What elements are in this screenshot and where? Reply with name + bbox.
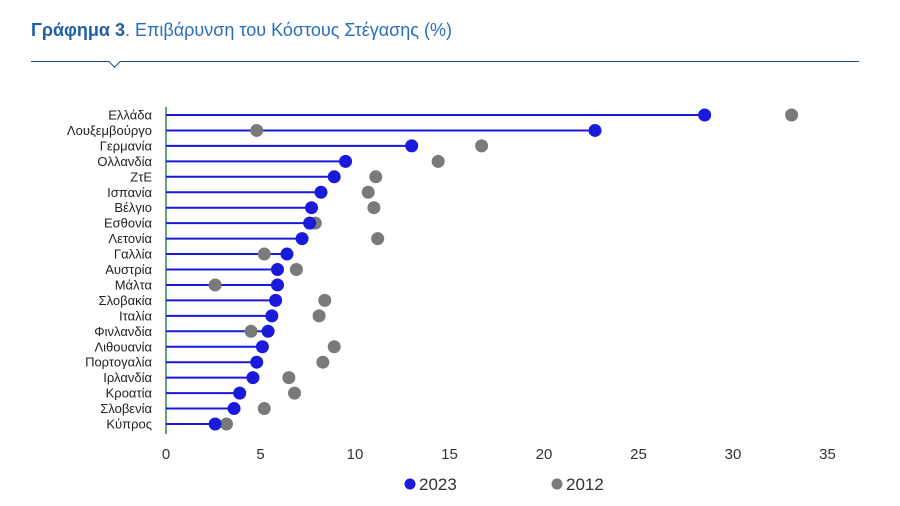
x-tick-label: 30 [725,446,742,463]
point-2012 [785,108,799,122]
x-tick-label: 5 [256,446,264,463]
point-2023 [208,417,222,431]
category-label: Γαλλία [114,247,153,262]
point-2023 [246,371,260,385]
category-label: Γερμανία [100,138,153,153]
point-2023 [265,309,279,323]
category-label: Κροατία [106,386,153,401]
legend-marker-2023 [404,478,416,490]
point-2023 [327,170,341,184]
point-2023 [698,108,712,122]
point-2012 [282,371,296,385]
point-2023 [588,123,602,137]
chart-title-bold: Γράφημα 3 [31,20,125,40]
x-tick-label: 35 [819,446,836,463]
point-2012 [316,355,330,369]
point-2012 [244,324,258,338]
category-label: Σλοβακία [99,293,153,308]
point-2023 [405,139,419,153]
point-2023 [339,154,353,168]
point-2012 [257,402,271,416]
point-2012 [219,417,233,431]
x-tick-label: 0 [162,446,170,463]
legend-label-2023: 2023 [419,475,457,494]
x-tick-label: 25 [630,446,647,463]
point-2012 [257,247,271,261]
category-label: Ολλανδία [97,154,152,169]
point-2012 [312,309,326,323]
point-2023 [227,402,241,416]
category-label: Μάλτα [115,277,153,292]
chart-title-rest: . Επιβάρυνση του Κόστους Στέγασης (%) [124,20,452,40]
category-label: Λιθουανία [94,339,152,354]
point-2023 [255,340,269,354]
point-2012 [208,278,222,292]
point-2023 [250,355,264,369]
point-2023 [269,293,283,307]
category-label: Πορτογαλία [85,355,152,370]
point-2012 [361,185,375,199]
point-2012 [367,201,381,215]
point-2023 [314,185,328,199]
legend-label-2012: 2012 [566,475,604,494]
chart-title: Γράφημα 3. Επιβάρυνση του Κόστους Στέγασ… [31,20,452,41]
category-label: Εσθονία [104,216,153,231]
category-label: Βέλγιο [114,200,152,215]
x-tick-label: 15 [441,446,458,463]
legend-marker-2012 [551,478,563,490]
category-label: Ισπανία [107,185,152,200]
category-label: Λουξεμβούργο [67,123,152,138]
point-2012 [318,293,332,307]
category-label: ΖτΕ [130,169,152,184]
x-tick-label: 10 [347,446,364,463]
point-2012 [250,123,264,137]
point-2012 [289,263,303,276]
point-2012 [371,232,385,246]
category-label: Ιταλία [119,308,152,323]
point-2023 [295,232,309,246]
category-label: Αυστρία [105,262,152,277]
point-2023 [280,247,294,261]
point-2023 [303,216,317,230]
category-label: Σλοβενία [100,401,152,416]
category-label: Ιρλανδία [103,370,152,385]
point-2012 [288,386,302,400]
point-2012 [475,139,489,153]
point-2023 [305,201,319,215]
point-2023 [233,386,247,400]
point-2012 [369,170,383,184]
x-tick-label: 20 [536,446,553,463]
category-label: Λετονία [108,231,152,246]
category-label: Φινλανδία [94,324,152,339]
title-underline [31,61,859,62]
point-2023 [271,263,285,276]
point-2012 [327,340,341,354]
point-2023 [261,324,275,338]
point-2012 [431,154,445,168]
category-label: Κύπρος [106,417,152,432]
point-2023 [271,278,285,292]
category-label: Ελλάδα [108,108,152,123]
